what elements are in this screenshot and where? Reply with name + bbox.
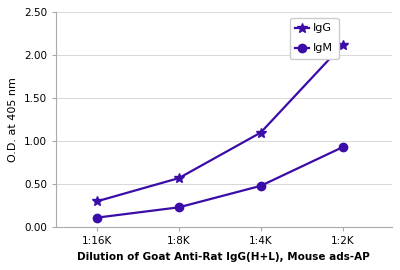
Line: IgG: IgG [92,40,348,206]
X-axis label: Dilution of Goat Anti-Rat IgG(H+L), Mouse ads-AP: Dilution of Goat Anti-Rat IgG(H+L), Mous… [78,252,370,262]
IgM [94,216,99,219]
IgG [258,131,263,134]
IgM [258,184,263,187]
IgM [340,146,345,149]
IgG [340,43,345,47]
Y-axis label: O.D. at 405 nm: O.D. at 405 nm [8,77,18,162]
IgG [94,200,99,203]
Line: IgM: IgM [93,143,347,222]
Legend: IgG, IgM: IgG, IgM [290,18,339,59]
IgM [176,206,181,209]
IgG [176,177,181,180]
